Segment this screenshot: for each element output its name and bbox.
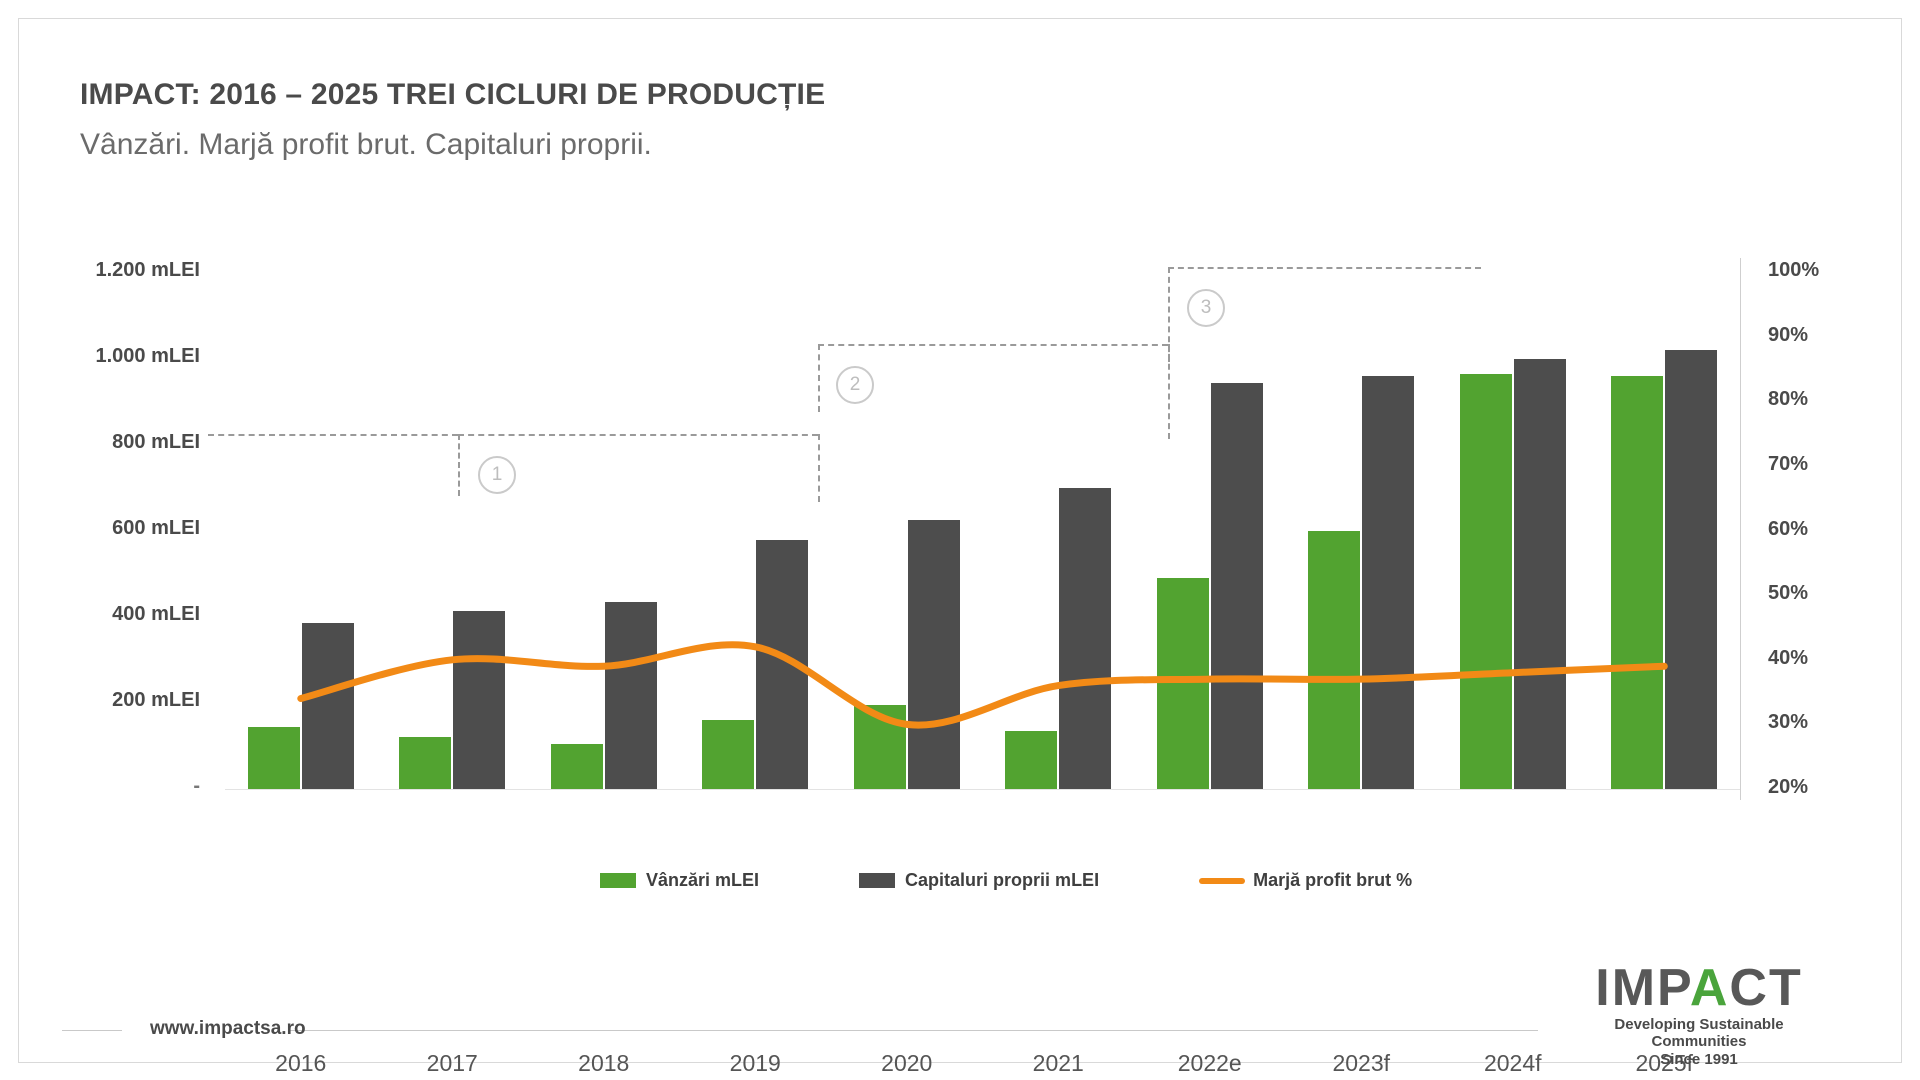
bracket-right-line [818,434,820,502]
bar-equity [907,520,960,789]
margin-line-series [297,641,1668,729]
bar-sales [550,743,603,789]
y2-axis-tick-label: 20% [1768,776,1809,798]
logo-text-part2: CT [1729,959,1803,1017]
legend-item[interactable]: Marjă profit brut % [1199,870,1412,891]
bar-sales [247,726,300,789]
bracket-right-line [1168,344,1170,439]
footer-divider-right [290,1030,1538,1031]
bar-equity [1210,382,1263,789]
y2-axis-tick-label: 40% [1768,646,1809,669]
y-axis-tick-label: - [193,775,200,797]
bracket-top-line [458,434,818,436]
logo-text-accent-a: A [1689,959,1730,1017]
logo-tagline-line2: Since 1991 [1660,1050,1738,1068]
legend-color-swatch [859,873,896,888]
y2-axis-tick-label: 80% [1768,388,1809,411]
x-axis-tick-label: 2023f [1332,1050,1391,1076]
bracket-top-line [1168,267,1481,269]
y2-axis-tick-label: 90% [1768,323,1809,346]
y2-axis-tick-label: 50% [1768,582,1809,605]
frame-border-top [18,18,1902,19]
impact-logo: IMPACT Developing Sustainable Communitie… [1568,962,1830,1068]
legend-item[interactable]: Capitaluri proprii mLEI [859,870,1099,891]
bar-equity [604,601,657,789]
x-axis-tick-label: 2020 [881,1050,933,1076]
bar-sales [1611,376,1664,789]
chart-plot-area: 1 2 3 2016 2017 2018 2019 2020 2021 2022e 2023f 20… [208,250,1740,1076]
page-title: IMPACT: 2016 – 2025 TREI CICLURI DE PROD… [80,78,826,111]
footer-website-url[interactable]: www.impactsa.ro [150,1018,306,1039]
footer-divider-left [62,1030,122,1031]
x-axis-tick-label: 2017 [426,1050,478,1076]
y-axis-tick-label: 1.000 mLEI [95,345,200,367]
cycle-number-badge: 3 [1187,289,1225,327]
cycle-number-badge: 1 [478,456,516,494]
margin-line-path [297,641,1668,729]
legend-line-swatch [1199,877,1246,884]
bar-sales [1308,531,1361,789]
bar-sales [702,720,755,789]
y2-axis-tick-label: 30% [1768,711,1809,734]
bracket-left-line [818,344,820,412]
logo-text-part1: IMP [1595,959,1690,1017]
y2-axis-tick-label: 70% [1768,452,1809,475]
x-axis-tick-label: 2025f [1635,1050,1694,1076]
y2-axis-tick-label: 60% [1768,517,1809,540]
right-axis-line [1740,258,1741,800]
x-axis-tick-label: 2019 [729,1050,781,1076]
bar-equity [1059,488,1112,789]
bar-equity [1362,376,1415,789]
page-subtitle: Vânzări. Marjă profit brut. Capitaluri p… [80,128,652,161]
x-axis-baseline [225,789,1740,790]
legend-item-label: Marjă profit brut % [1253,870,1413,890]
bar-equity [1665,350,1718,789]
x-axis-tick-label: 2018 [578,1050,630,1076]
bar-equity [301,623,354,789]
logo-tagline-line1: Developing Sustainable Communities [1614,1016,1784,1051]
bracket-left-line [458,434,460,496]
chart-legend: Vânzări mLEI Capitaluri proprii mLEI Marjă… [600,870,1412,891]
bar-equity [453,610,506,789]
legend-item[interactable]: Vânzări mLEI [600,870,759,891]
y-axis-tick-label: 1.200 mLEI [95,259,200,281]
bar-sales [1005,730,1058,789]
y-axis-tick-label: 800 mLEI [112,431,200,453]
frame-border-bottom [18,1062,1902,1063]
bracket-left-line [1168,267,1170,362]
bracket-stub-line [208,434,458,436]
bracket-top-line [818,344,1168,346]
bar-equity [1513,359,1566,789]
x-axis-tick-label: 2021 [1032,1050,1084,1076]
y-axis-tick-label: 400 mLEI [112,603,200,625]
x-axis-tick-label: 2022e [1177,1050,1242,1076]
legend-item-label: Capitaluri proprii mLEI [905,870,1100,890]
y-axis-tick-label: 600 mLEI [112,517,200,539]
bar-sales [1459,374,1512,789]
bar-sales [1156,578,1209,789]
x-axis-tick-label: 2024f [1483,1050,1542,1076]
frame-border-right [1901,18,1902,1063]
legend-item-label: Vânzări mLEI [646,870,760,890]
bar-sales [399,737,452,789]
y2-axis-tick-label: 100% [1768,259,1820,281]
legend-color-swatch [600,873,636,888]
logo-wordmark: IMPACT [1568,962,1830,1014]
cycle-number-badge: 2 [836,366,874,404]
y-axis-tick-label: 200 mLEI [112,689,200,711]
x-axis-tick-label: 2016 [275,1050,327,1076]
frame-border-left [18,18,19,1063]
